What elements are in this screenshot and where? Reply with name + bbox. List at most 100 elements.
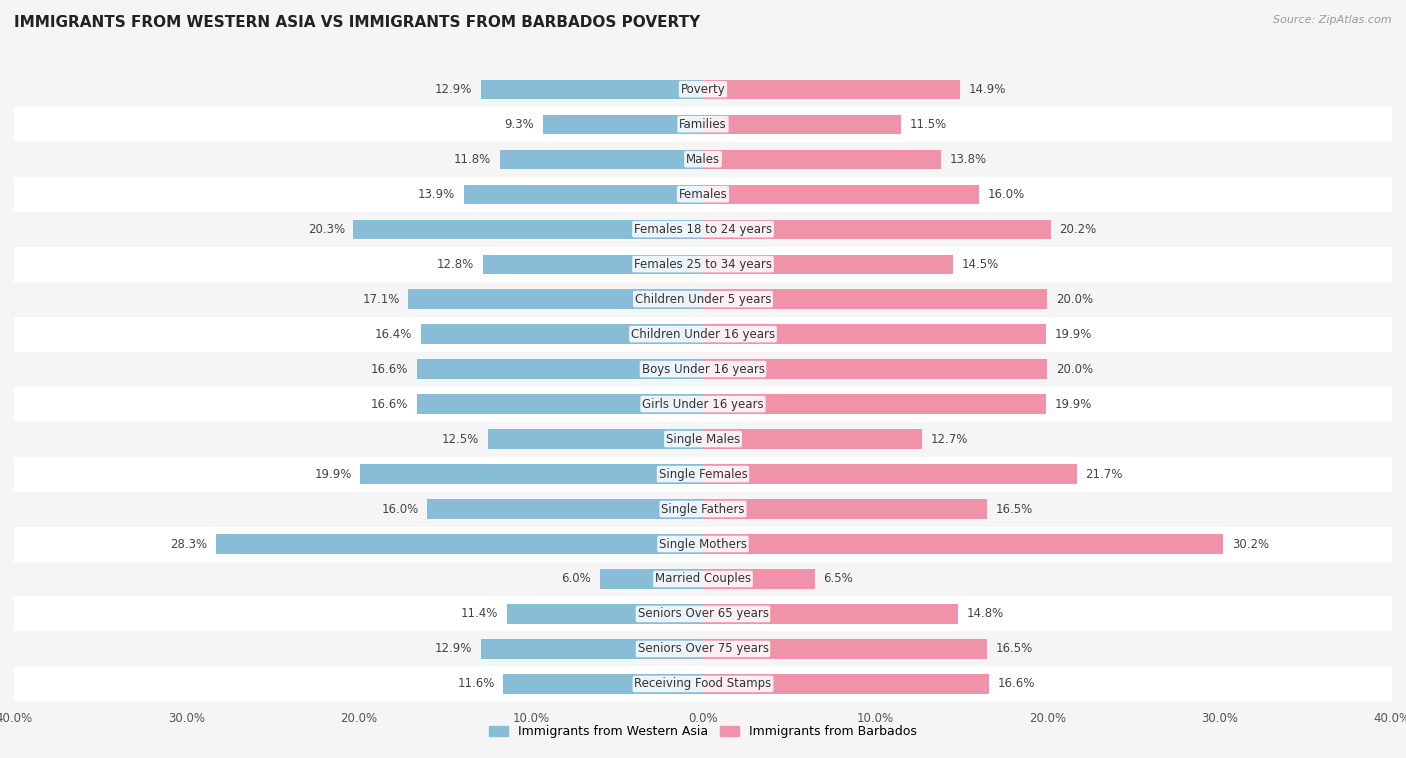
Bar [481, 639, 703, 659]
Text: 11.8%: 11.8% [454, 152, 491, 166]
Bar [14, 72, 1392, 107]
Bar [14, 177, 1392, 211]
Text: Boys Under 16 years: Boys Under 16 years [641, 362, 765, 375]
Text: Seniors Over 65 years: Seniors Over 65 years [637, 607, 769, 621]
Text: 28.3%: 28.3% [170, 537, 207, 550]
Text: 20.3%: 20.3% [308, 223, 344, 236]
Bar [353, 220, 703, 239]
Text: 16.0%: 16.0% [987, 188, 1025, 201]
Bar [14, 211, 1392, 246]
Bar [703, 569, 815, 589]
Bar [703, 359, 1047, 379]
Bar [14, 317, 1392, 352]
Text: 6.0%: 6.0% [561, 572, 591, 585]
Bar [14, 562, 1392, 597]
Bar [703, 114, 901, 134]
Text: Children Under 16 years: Children Under 16 years [631, 327, 775, 340]
Bar [409, 290, 703, 309]
Text: Single Males: Single Males [666, 433, 740, 446]
Text: 16.5%: 16.5% [995, 643, 1033, 656]
Text: Married Couples: Married Couples [655, 572, 751, 585]
Bar [703, 639, 987, 659]
Bar [427, 500, 703, 518]
Bar [703, 149, 941, 169]
Bar [215, 534, 703, 553]
Bar [481, 80, 703, 99]
Bar [703, 465, 1077, 484]
Text: 20.0%: 20.0% [1056, 293, 1094, 305]
Bar [14, 456, 1392, 491]
Legend: Immigrants from Western Asia, Immigrants from Barbados: Immigrants from Western Asia, Immigrants… [484, 720, 922, 744]
Text: 14.9%: 14.9% [969, 83, 1005, 96]
Bar [599, 569, 703, 589]
Bar [703, 604, 957, 624]
Bar [506, 604, 703, 624]
Text: 17.1%: 17.1% [363, 293, 399, 305]
Bar [14, 597, 1392, 631]
Text: 20.2%: 20.2% [1060, 223, 1097, 236]
Text: 12.5%: 12.5% [441, 433, 479, 446]
Bar [703, 220, 1050, 239]
Bar [418, 394, 703, 414]
Bar [14, 352, 1392, 387]
Bar [418, 359, 703, 379]
Text: 19.9%: 19.9% [1054, 398, 1091, 411]
Bar [703, 290, 1047, 309]
Bar [703, 255, 953, 274]
Text: 16.5%: 16.5% [995, 503, 1033, 515]
Bar [482, 255, 703, 274]
Bar [703, 184, 979, 204]
Text: 9.3%: 9.3% [505, 117, 534, 130]
Text: 19.9%: 19.9% [315, 468, 352, 481]
Text: Poverty: Poverty [681, 83, 725, 96]
Bar [14, 631, 1392, 666]
Text: 11.6%: 11.6% [457, 678, 495, 691]
Text: 12.9%: 12.9% [434, 83, 472, 96]
Text: 13.8%: 13.8% [949, 152, 987, 166]
Bar [703, 500, 987, 518]
Text: 16.4%: 16.4% [374, 327, 412, 340]
Text: 30.2%: 30.2% [1232, 537, 1268, 550]
Text: Females: Females [679, 188, 727, 201]
Text: 6.5%: 6.5% [824, 572, 853, 585]
Bar [14, 107, 1392, 142]
Text: 14.8%: 14.8% [966, 607, 1004, 621]
Bar [703, 430, 922, 449]
Text: 16.0%: 16.0% [381, 503, 419, 515]
Text: Single Mothers: Single Mothers [659, 537, 747, 550]
Text: 16.6%: 16.6% [371, 362, 409, 375]
Text: Single Fathers: Single Fathers [661, 503, 745, 515]
Bar [14, 491, 1392, 527]
Bar [703, 675, 988, 694]
Text: Children Under 5 years: Children Under 5 years [634, 293, 772, 305]
Bar [543, 114, 703, 134]
Text: Single Females: Single Females [658, 468, 748, 481]
Text: 20.0%: 20.0% [1056, 362, 1094, 375]
Bar [703, 394, 1046, 414]
Text: 14.5%: 14.5% [962, 258, 998, 271]
Text: 16.6%: 16.6% [997, 678, 1035, 691]
Text: 16.6%: 16.6% [371, 398, 409, 411]
Text: Girls Under 16 years: Girls Under 16 years [643, 398, 763, 411]
Bar [703, 80, 960, 99]
Bar [14, 282, 1392, 317]
Text: Seniors Over 75 years: Seniors Over 75 years [637, 643, 769, 656]
Text: 11.4%: 11.4% [461, 607, 498, 621]
Bar [420, 324, 703, 343]
Text: Families: Families [679, 117, 727, 130]
Text: Receiving Food Stamps: Receiving Food Stamps [634, 678, 772, 691]
Bar [14, 421, 1392, 456]
Text: 13.9%: 13.9% [418, 188, 456, 201]
Bar [464, 184, 703, 204]
Bar [703, 324, 1046, 343]
Bar [360, 465, 703, 484]
Text: IMMIGRANTS FROM WESTERN ASIA VS IMMIGRANTS FROM BARBADOS POVERTY: IMMIGRANTS FROM WESTERN ASIA VS IMMIGRAN… [14, 15, 700, 30]
Text: 12.7%: 12.7% [931, 433, 967, 446]
Text: 19.9%: 19.9% [1054, 327, 1091, 340]
Bar [14, 527, 1392, 562]
Text: 11.5%: 11.5% [910, 117, 946, 130]
Text: Source: ZipAtlas.com: Source: ZipAtlas.com [1274, 15, 1392, 25]
Text: Females 18 to 24 years: Females 18 to 24 years [634, 223, 772, 236]
Text: 12.8%: 12.8% [437, 258, 474, 271]
Bar [14, 666, 1392, 701]
